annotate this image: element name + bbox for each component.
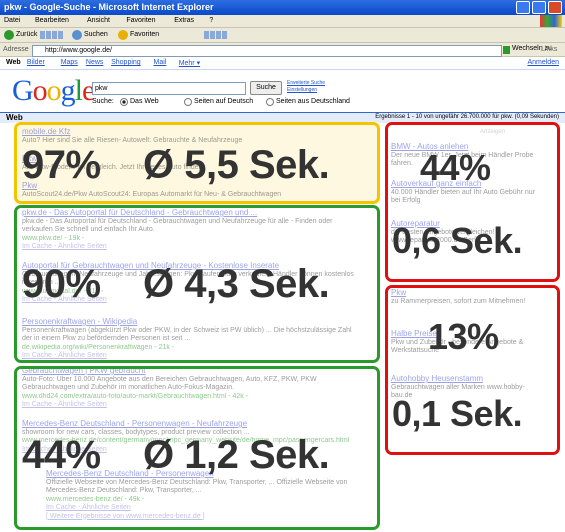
menu-item[interactable]: Bearbeiten: [35, 17, 69, 24]
nav-link[interactable]: Shopping: [111, 59, 141, 66]
fixation-share: 97%: [22, 143, 101, 188]
google-logo[interactable]: Google: [12, 74, 94, 108]
toolbar-icon[interactable]: [222, 31, 227, 39]
go-icon[interactable]: [503, 46, 510, 54]
menu-item[interactable]: Ansicht: [87, 17, 110, 24]
toolbar-icon[interactable]: [52, 31, 57, 39]
toolbar-icon[interactable]: [72, 30, 82, 40]
advanced-search-link[interactable]: Erweiterte Suche: [287, 80, 325, 86]
toolbar-button[interactable]: Favoriten: [130, 31, 159, 38]
address-field[interactable]: http://www.google.de/: [32, 45, 502, 57]
fixation-share: 44%: [22, 433, 101, 478]
dwell-time: Ø 4,3 Sek.: [143, 262, 329, 307]
nav-link[interactable]: Mehr ▾: [179, 59, 200, 67]
scope-radio[interactable]: [266, 98, 274, 106]
toolbar-button[interactable]: Zurück: [16, 31, 37, 38]
dwell-time: Ø 1,2 Sek.: [143, 433, 329, 478]
toolbar-button[interactable]: Suchen: [84, 31, 108, 38]
scope-label: Suche:: [92, 98, 114, 105]
menu-item[interactable]: Datei: [4, 17, 20, 24]
dwell-time: 0,6 Sek.: [392, 220, 522, 262]
menu-item[interactable]: Favoriten: [126, 17, 155, 24]
results-label: Web: [6, 113, 23, 122]
toolbar-icon[interactable]: [204, 31, 209, 39]
scope-radio[interactable]: [120, 98, 128, 106]
fixation-share: 13%: [428, 316, 499, 358]
fixation-share: 44%: [420, 147, 491, 189]
scope-option[interactable]: Das Web: [130, 98, 159, 105]
dwell-time: Ø 5,5 Sek.: [143, 143, 329, 188]
sign-in-link[interactable]: Anmelden: [527, 59, 559, 66]
toolbar-icon[interactable]: [46, 31, 51, 39]
scope-option[interactable]: Seiten aus Deutschland: [276, 98, 350, 105]
menu-item[interactable]: Extras: [174, 17, 194, 24]
windows-logo: [540, 15, 562, 27]
screenshot: pkw - Google-Suche - Microsoft Internet …: [0, 0, 565, 532]
window-button[interactable]: [532, 1, 546, 14]
search-button[interactable]: Suche: [250, 81, 282, 95]
scope-radio[interactable]: [184, 98, 192, 106]
toolbar-icon[interactable]: [58, 31, 63, 39]
search-input[interactable]: pkw: [92, 82, 246, 95]
toolbar-icon[interactable]: [118, 30, 128, 40]
fixation-share: 90%: [22, 262, 101, 307]
toolbar-icon[interactable]: [210, 31, 215, 39]
nav-link[interactable]: Bilder: [27, 59, 45, 66]
nav-divider: [0, 69, 565, 70]
nav-link[interactable]: Mail: [154, 59, 167, 66]
toolbar-icon[interactable]: [40, 31, 45, 39]
results-stats: Ergebnisse 1 - 10 von ungefähr 26.700.00…: [375, 114, 559, 120]
address-label: Adresse: [3, 46, 29, 53]
nav-link[interactable]: Web: [6, 59, 21, 66]
page: pkw - Google-Suche - Microsoft Internet …: [0, 0, 565, 532]
nav-link[interactable]: Maps: [61, 59, 78, 66]
toolbar-icon[interactable]: [4, 30, 14, 40]
nav-link[interactable]: News: [86, 59, 104, 66]
links-label[interactable]: Links: [541, 46, 557, 53]
dwell-time: 0,1 Sek.: [392, 393, 522, 435]
menu-bar: [0, 15, 565, 28]
scope-option[interactable]: Seiten auf Deutsch: [194, 98, 253, 105]
title-bar: pkw - Google-Suche - Microsoft Internet …: [0, 0, 565, 15]
window-button[interactable]: [548, 1, 562, 14]
menu-item[interactable]: ?: [209, 17, 213, 24]
toolbar-icon[interactable]: [216, 31, 221, 39]
settings-link[interactable]: Einstellungen: [287, 87, 317, 93]
window-button[interactable]: [516, 1, 530, 14]
